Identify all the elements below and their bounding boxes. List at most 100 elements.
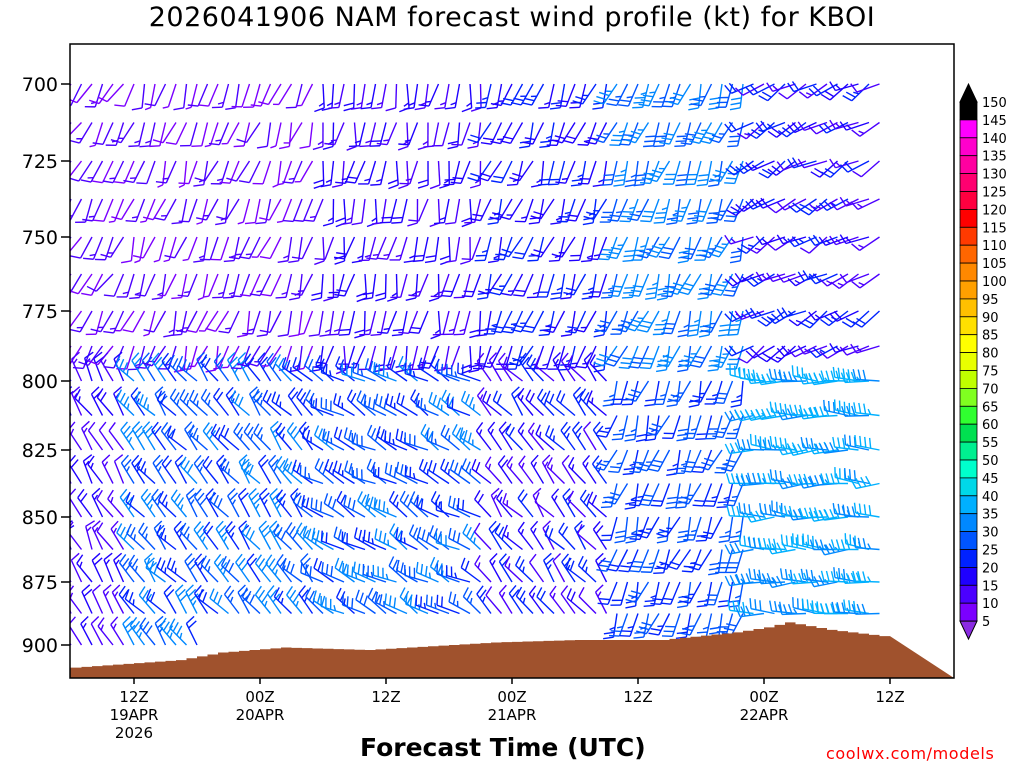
wind-barb bbox=[237, 198, 251, 225]
wind-barb bbox=[83, 236, 104, 260]
wind-barb bbox=[124, 589, 145, 615]
wind-barb bbox=[323, 493, 345, 518]
wind-barb bbox=[355, 589, 376, 615]
wind-barb bbox=[131, 454, 146, 484]
wind-barb bbox=[609, 122, 629, 146]
wind-barb bbox=[599, 198, 618, 223]
colorbar-label: 100 bbox=[982, 275, 1007, 290]
wind-barb bbox=[70, 273, 72, 277]
wind-barb bbox=[505, 423, 524, 451]
wind-barb bbox=[324, 458, 345, 485]
wind-barb bbox=[587, 491, 607, 518]
wind-barb bbox=[536, 587, 555, 614]
wind-barb bbox=[776, 160, 807, 171]
wind-barb bbox=[677, 310, 692, 338]
wind-barb bbox=[404, 564, 429, 583]
wind-barb bbox=[700, 516, 723, 540]
wind-barb bbox=[314, 83, 325, 113]
wind-barb bbox=[408, 198, 429, 222]
wind-barb bbox=[560, 421, 576, 451]
wind-barb bbox=[560, 585, 576, 614]
wind-barb bbox=[729, 516, 744, 544]
wind-barb bbox=[387, 160, 399, 190]
wind-barb bbox=[157, 490, 177, 518]
wind-barb bbox=[202, 455, 219, 484]
wind-barb bbox=[562, 488, 576, 518]
y-tick-label: 775 bbox=[22, 301, 58, 323]
wind-barb bbox=[193, 488, 209, 518]
wind-barb bbox=[241, 587, 261, 615]
wind-barb bbox=[498, 584, 513, 614]
wind-barb bbox=[832, 436, 859, 451]
wind-barb bbox=[542, 520, 555, 550]
wind-barb bbox=[171, 198, 188, 225]
wind-barb bbox=[667, 273, 692, 295]
wind-barb bbox=[171, 273, 188, 300]
wind-barb bbox=[398, 160, 409, 190]
wind-barb bbox=[676, 415, 692, 442]
wind-barb bbox=[725, 345, 744, 370]
wind-barb bbox=[417, 122, 429, 151]
wind-barb bbox=[545, 390, 565, 417]
wind-barb bbox=[384, 593, 408, 615]
wind-barb bbox=[434, 83, 450, 110]
wind-barb bbox=[279, 122, 293, 150]
wind-barb bbox=[271, 391, 292, 417]
wind-barb bbox=[296, 388, 314, 416]
wind-barb bbox=[259, 198, 282, 221]
wind-barb bbox=[180, 456, 198, 484]
wind-barb bbox=[808, 345, 838, 359]
wind-barb bbox=[569, 236, 587, 262]
wind-barb bbox=[269, 420, 284, 451]
wind-barb bbox=[788, 572, 817, 585]
wind-barb bbox=[538, 83, 555, 109]
colorbar-label: 65 bbox=[982, 400, 999, 415]
wind-barb bbox=[290, 487, 303, 518]
wind-barb bbox=[139, 122, 156, 148]
wind-barb bbox=[737, 367, 765, 382]
wind-barb bbox=[492, 390, 513, 417]
wind-barb bbox=[660, 581, 681, 605]
wind-barb bbox=[321, 428, 345, 451]
wind-barb bbox=[136, 457, 156, 485]
wind-barb bbox=[460, 390, 481, 417]
wind-barb bbox=[255, 198, 272, 225]
wind-barb bbox=[432, 122, 450, 147]
wind-barb bbox=[218, 310, 240, 334]
wind-barb bbox=[593, 310, 608, 338]
colorbar-label: 15 bbox=[982, 579, 999, 594]
wind-barb bbox=[155, 160, 177, 184]
colorbar-label: 105 bbox=[982, 257, 1007, 272]
wind-barb bbox=[476, 387, 492, 416]
wind-barb bbox=[820, 603, 849, 615]
wind-barb bbox=[556, 390, 576, 417]
wind-barb bbox=[461, 273, 482, 298]
wind-barb bbox=[690, 83, 713, 107]
wind-barb bbox=[285, 83, 303, 109]
wind-barb bbox=[506, 160, 524, 186]
wind-barb bbox=[399, 83, 410, 113]
wind-barb bbox=[549, 83, 566, 110]
wind-barb bbox=[100, 352, 114, 382]
wind-barb bbox=[311, 273, 324, 301]
colorbar-label: 70 bbox=[982, 382, 999, 397]
wind-barb bbox=[341, 562, 366, 583]
wind-barb bbox=[661, 613, 681, 637]
wind-barb bbox=[550, 198, 566, 225]
wind-barb bbox=[83, 351, 94, 382]
wind-barb bbox=[445, 236, 461, 263]
wind-barb bbox=[432, 310, 450, 336]
colorbar-label: 110 bbox=[982, 239, 1007, 254]
wind-barb bbox=[808, 198, 838, 212]
wind-barb bbox=[457, 498, 481, 518]
wind-barb bbox=[166, 425, 187, 451]
wind-barb bbox=[477, 160, 503, 182]
colorbar-label: 25 bbox=[982, 544, 999, 559]
wind-barb bbox=[809, 474, 838, 487]
colorbar-swatch bbox=[959, 191, 978, 210]
wind-barb bbox=[683, 516, 702, 541]
wind-barb bbox=[276, 554, 293, 583]
wind-barb bbox=[197, 273, 209, 301]
wind-barb bbox=[238, 160, 261, 184]
wind-barb bbox=[385, 393, 408, 417]
